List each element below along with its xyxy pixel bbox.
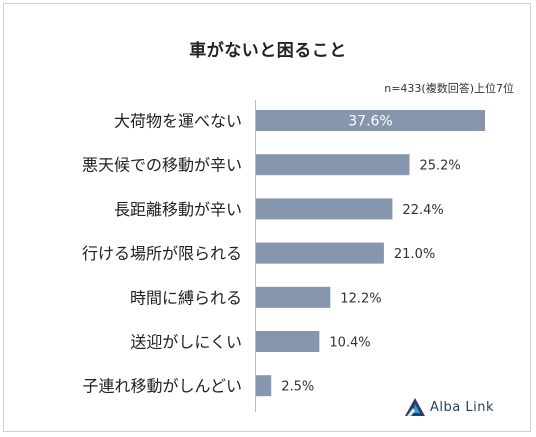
- category-label: 時間に縛られる: [130, 288, 242, 307]
- value-label: 12.2%: [340, 291, 381, 306]
- category-label: 長距離移動が辛い: [114, 200, 242, 219]
- value-label: 10.4%: [329, 336, 370, 351]
- bar: [256, 286, 331, 308]
- category-label: 大荷物を運べない: [114, 112, 242, 131]
- bar: [256, 154, 410, 176]
- category-label: 行ける場所が限られる: [82, 244, 242, 263]
- alba-link-logo: Alba Link: [404, 397, 494, 417]
- bar: [256, 331, 320, 352]
- chart-title: 車がないと困ること: [189, 41, 347, 61]
- value-label: 22.4%: [402, 203, 443, 218]
- bar: [256, 198, 393, 220]
- category-label: 送迎がしにくい: [130, 333, 242, 352]
- alba-link-triangle-icon: [405, 398, 425, 416]
- category-label: 子連れ移動がしんどい: [82, 377, 242, 396]
- value-label: 2.5%: [281, 380, 314, 395]
- bars-group: 大荷物を運べない 37.6% 悪天候での移動が辛い 25.2% 長距離移動が辛い 22.4…: [82, 110, 485, 397]
- category-label: 悪天候での移動が辛い: [82, 156, 242, 175]
- value-label: 37.6%: [348, 114, 392, 130]
- value-label: 25.2%: [419, 159, 460, 174]
- bar: [256, 242, 384, 264]
- bar: [256, 110, 485, 131]
- sample-note: n=433(複数回答)上位7位: [384, 82, 514, 95]
- logo-text: Alba Link: [430, 399, 494, 415]
- value-label: 21.0%: [394, 247, 435, 262]
- bar: [256, 375, 272, 397]
